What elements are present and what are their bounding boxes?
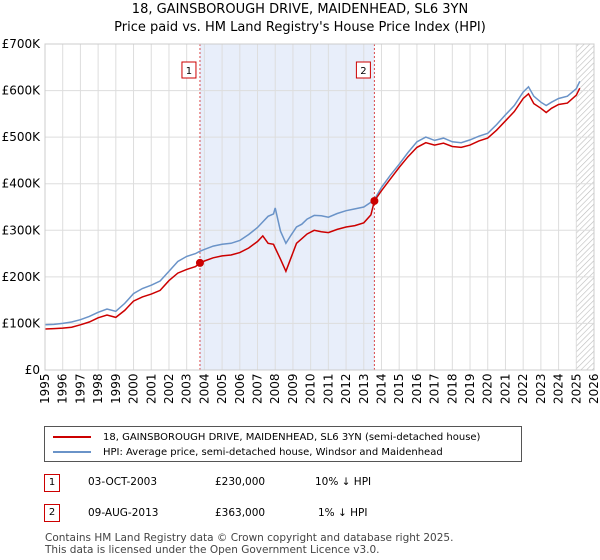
- x-tick-label: 2023: [534, 373, 548, 404]
- transaction-date-2: 09-AUG-2013: [88, 507, 159, 519]
- y-tick-label: £600K: [2, 84, 42, 98]
- x-tick-label: 1997: [73, 373, 87, 404]
- hpi-series-line: [44, 80, 581, 326]
- x-tick-label: 1996: [56, 373, 70, 404]
- x-tick-label: 2016: [410, 373, 424, 404]
- x-tick-label: 2002: [162, 373, 176, 404]
- x-tick-label: 2017: [428, 373, 442, 404]
- footer-licence: This data is licensed under the Open Gov…: [45, 544, 380, 556]
- x-tick-label: 2009: [286, 373, 300, 404]
- x-tick-label: 2003: [180, 373, 194, 404]
- y-tick-label: £400K: [2, 177, 42, 191]
- transaction-hpi-diff-1: 10% ↓ HPI: [315, 476, 372, 488]
- x-tick-label: 2005: [215, 373, 229, 404]
- ownership-period-shade: [199, 44, 375, 370]
- plot-frame: [44, 43, 595, 371]
- forecast-hatch-region: [576, 44, 594, 370]
- x-tick-label: 2011: [321, 373, 335, 404]
- transaction-badge-2: 2: [44, 504, 60, 522]
- x-tick-label: 1995: [38, 373, 52, 404]
- x-tick-label: 2010: [304, 373, 318, 404]
- marker-label-1: 1: [186, 66, 192, 77]
- legend-swatch-property: [53, 436, 91, 438]
- property-series-line: [44, 87, 581, 330]
- x-tick-label: 2007: [251, 373, 265, 404]
- y-tick-label: £700K: [2, 37, 42, 51]
- x-tick-label: 2015: [392, 373, 406, 404]
- x-tick-label: 1999: [109, 373, 123, 404]
- transaction-hpi-diff-2: 1% ↓ HPI: [318, 507, 368, 519]
- x-tick-label: 2008: [268, 373, 282, 404]
- legend-item-property: 18, GAINSBOROUGH DRIVE, MAIDENHEAD, SL6 …: [53, 430, 480, 444]
- marker-box-2: [355, 61, 371, 79]
- y-tick-label: £100K: [2, 316, 42, 330]
- chart-title: 18, GAINSBOROUGH DRIVE, MAIDENHEAD, SL6 …: [131, 2, 469, 17]
- price-chart: 1 2 £0 £100K £200K £300K £400K £500K £600K £700K…: [2, 37, 600, 404]
- y-tick-label: £300K: [2, 223, 42, 237]
- y-tick-label: £0: [25, 363, 40, 377]
- transaction-date-1: 03-OCT-2003: [88, 476, 157, 488]
- y-tick-label: £500K: [2, 130, 42, 144]
- legend-item-hpi: HPI: Average price, semi-detached house,…: [53, 445, 443, 459]
- transaction-point-2: [370, 196, 379, 205]
- legend: 18, GAINSBOROUGH DRIVE, MAIDENHEAD, SL6 …: [44, 426, 522, 462]
- y-tick-label: £200K: [2, 270, 42, 284]
- x-tick-label: 2026: [587, 373, 600, 404]
- x-tick-label: 2014: [374, 373, 388, 404]
- transaction-price-1: £230,000: [215, 476, 266, 488]
- x-tick-label: 2001: [144, 373, 158, 404]
- footer-copyright: Contains HM Land Registry data © Crown c…: [45, 532, 454, 544]
- legend-swatch-hpi: [53, 451, 91, 453]
- chart-subtitle: Price paid vs. HM Land Registry's House …: [114, 20, 486, 35]
- x-tick-label: 1998: [91, 373, 105, 404]
- transaction-badge-1: 1: [44, 474, 60, 492]
- marker-box-1: [181, 61, 197, 79]
- legend-label-property: 18, GAINSBOROUGH DRIVE, MAIDENHEAD, SL6 …: [103, 431, 481, 443]
- x-tick-label: 2020: [481, 373, 495, 404]
- x-tick-label: 2000: [127, 373, 141, 404]
- x-tick-label: 2018: [445, 373, 459, 404]
- legend-label-hpi: HPI: Average price, semi-detached house,…: [103, 446, 443, 458]
- x-tick-label: 2021: [498, 373, 512, 404]
- x-tick-label: 2019: [463, 373, 477, 404]
- x-tick-label: 2013: [357, 373, 371, 404]
- x-tick-label: 2024: [552, 373, 566, 404]
- x-tick-label: 2022: [516, 373, 530, 404]
- transaction-point-1: [195, 258, 204, 267]
- transaction-price-2: £363,000: [215, 507, 266, 519]
- x-tick-label: 2025: [569, 373, 583, 404]
- x-tick-label: 2006: [233, 373, 247, 404]
- marker-label-2: 2: [360, 66, 366, 77]
- x-tick-label: 2004: [197, 373, 211, 404]
- x-tick-label: 2012: [339, 373, 353, 404]
